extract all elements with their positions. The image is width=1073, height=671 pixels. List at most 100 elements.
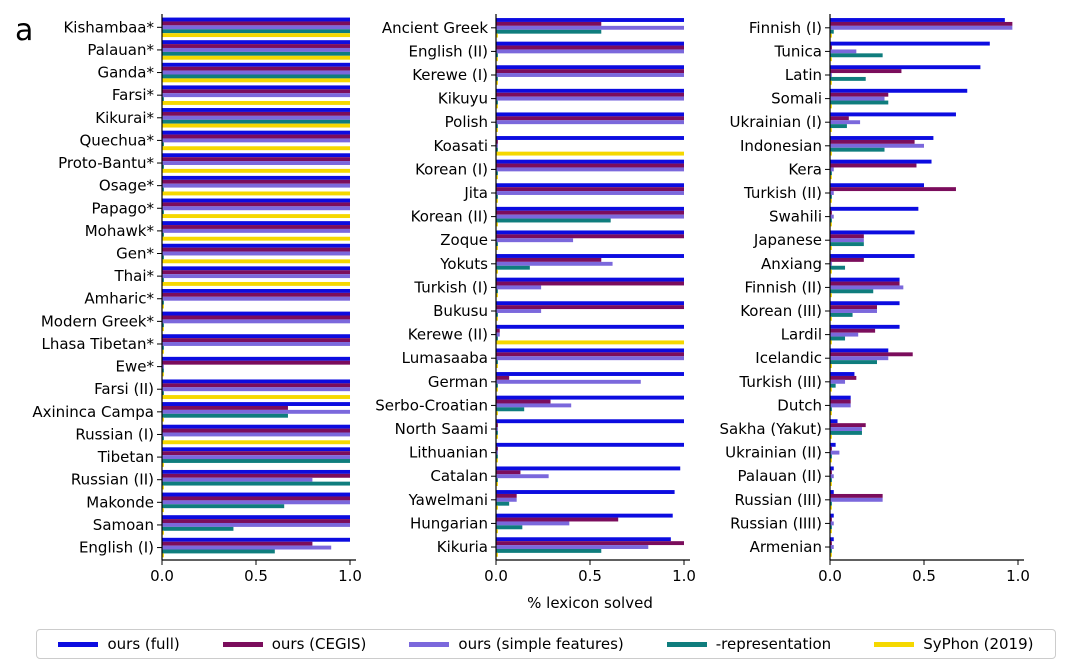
bar [162, 119, 350, 124]
bar [830, 88, 968, 93]
bar [496, 364, 498, 368]
bar [830, 419, 838, 424]
bar [162, 485, 164, 490]
bar [496, 136, 684, 140]
bar [830, 222, 832, 227]
bar [162, 413, 288, 418]
y-tick-label: Bukusu [433, 302, 488, 320]
x-tick-label: 0.5 [244, 567, 268, 585]
bar [162, 526, 234, 531]
bar [162, 327, 164, 332]
bar [830, 257, 864, 262]
bar [830, 545, 834, 549]
bar [496, 328, 500, 333]
bar [830, 395, 851, 400]
y-tick-label: Kikurai* [95, 109, 154, 127]
bar [496, 171, 498, 176]
bar [496, 356, 684, 361]
bar [830, 136, 934, 140]
bar [496, 379, 641, 384]
bar [162, 146, 350, 151]
y-tick-label: Russian (IIII) [730, 514, 822, 532]
bar [162, 477, 313, 482]
bar [162, 123, 350, 128]
bar [830, 65, 981, 70]
bar [162, 383, 350, 388]
bar [830, 541, 832, 546]
bar [496, 69, 684, 74]
bar [496, 312, 498, 317]
bar [162, 387, 350, 392]
bar [830, 73, 832, 77]
bar [162, 108, 350, 112]
bar [496, 175, 498, 180]
bar [162, 409, 350, 414]
bar [830, 100, 889, 105]
bar [162, 55, 350, 60]
bar [496, 324, 684, 329]
bar [496, 33, 498, 38]
bar [162, 323, 164, 328]
bar [496, 73, 684, 77]
y-tick-label: Mohawk* [85, 222, 155, 240]
bar [830, 513, 834, 518]
bar [496, 120, 684, 125]
x-tick-label: 0.0 [484, 567, 508, 585]
legend-swatch [874, 641, 915, 647]
bar [830, 33, 832, 38]
bar [830, 340, 832, 345]
bar [162, 549, 275, 554]
bar [496, 257, 602, 262]
bar [830, 128, 832, 132]
bar [162, 447, 350, 452]
bar [162, 500, 350, 505]
bar [496, 352, 684, 357]
bar [162, 175, 350, 180]
bar [830, 423, 866, 428]
bar [162, 395, 350, 399]
bar [162, 530, 164, 535]
y-tick-label: Somali [771, 90, 822, 108]
panel-left: Kishambaa* Palauan* Ganda* Farsi* Kikurai* Qu… [32, 14, 362, 585]
bar [496, 332, 500, 337]
y-tick-label: Russian (I) [75, 425, 154, 443]
x-tick-label: 0.0 [150, 567, 174, 585]
bar [496, 261, 613, 266]
bar [496, 210, 684, 215]
y-tick-label: Serbo-Croatian [375, 396, 488, 414]
bar [496, 206, 684, 211]
bar [830, 261, 832, 266]
bar [162, 138, 350, 143]
bar [496, 430, 498, 435]
bar [496, 478, 498, 483]
bar [830, 183, 924, 188]
bar [162, 198, 350, 203]
legend-item: SyPhon (2019) [874, 635, 1033, 653]
bar [162, 44, 350, 48]
bar [162, 462, 164, 467]
y-tick-label: Farsi (II) [94, 380, 154, 398]
bar [162, 191, 350, 196]
y-tick-label: German [428, 373, 488, 391]
bar [496, 375, 510, 380]
bar [496, 454, 498, 459]
legend-swatch [222, 641, 263, 647]
y-tick-label: Proto-Bantu* [58, 154, 154, 172]
bar [162, 541, 313, 546]
bar [162, 368, 164, 373]
bar [830, 69, 902, 74]
legend-label: ours (simple features) [458, 635, 624, 653]
bar [496, 525, 523, 530]
bar [830, 281, 900, 286]
y-tick-label: Quechua* [80, 131, 155, 149]
bar [162, 142, 164, 147]
y-tick-label: Kera [788, 160, 822, 178]
y-tick-label: Dutch [777, 396, 822, 414]
bar [162, 402, 350, 406]
bar [162, 101, 350, 105]
bar [830, 18, 1005, 22]
x-tick-label: 1.0 [672, 567, 696, 585]
bar [496, 474, 549, 479]
bar [162, 515, 350, 520]
bar [162, 179, 350, 184]
